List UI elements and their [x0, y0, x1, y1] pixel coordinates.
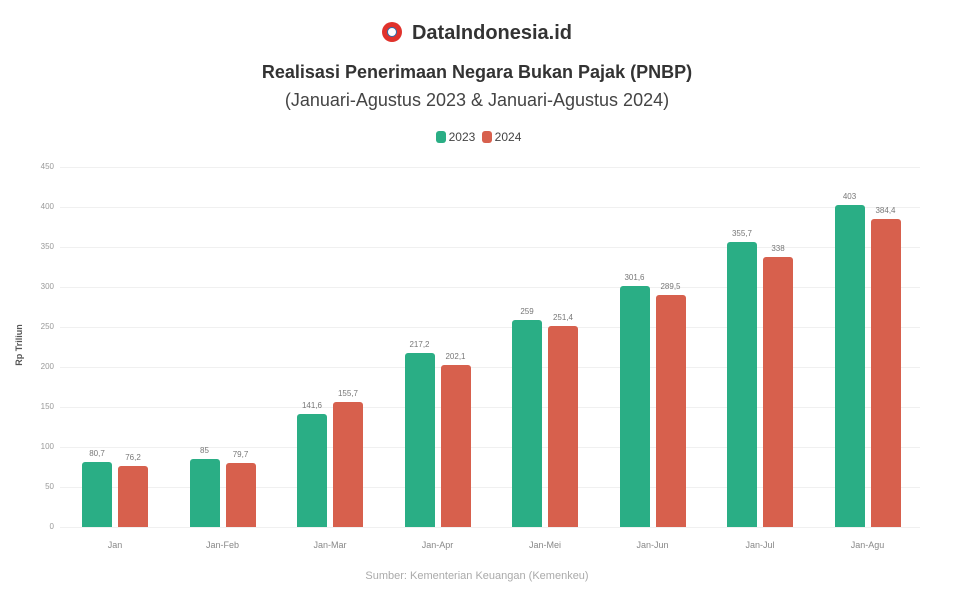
bar-2023: [297, 413, 327, 527]
gridline: [60, 407, 920, 408]
gridline: [60, 527, 920, 528]
gridline: [60, 327, 920, 328]
bar-2024: [763, 256, 793, 527]
value-label: 259: [520, 306, 534, 316]
y-tick-label: 300: [40, 282, 54, 291]
value-label: 338: [771, 243, 785, 253]
x-tick-label: Jan-Apr: [421, 540, 454, 550]
value-label: 403: [842, 191, 857, 201]
x-tick-label: Jan-Mei: [528, 540, 561, 550]
bar-2023: [404, 353, 435, 527]
value-label: 301,6: [624, 272, 645, 282]
bar-2024: [655, 295, 686, 527]
value-label: 155,7: [337, 389, 359, 399]
y-tick-label: 50: [45, 482, 54, 491]
bar-2023: [727, 242, 757, 527]
legend-label-2024: 2024: [494, 130, 522, 144]
x-tick-label: Jan-Agu: [850, 540, 885, 550]
x-tick-label: Jan-Jun: [636, 540, 669, 550]
value-label: 251,4: [552, 312, 574, 322]
gridline: [60, 287, 920, 288]
x-tick-label: Jan: [107, 540, 123, 550]
value-label: 76,2: [125, 453, 141, 463]
gridline: [60, 447, 920, 448]
bar-2024: [225, 463, 256, 527]
brand: DataIndonesia.id: [0, 22, 954, 45]
brand-name: DataIndonesia.id: [411, 22, 573, 44]
legend-label-2023: 2023: [448, 130, 476, 144]
x-tick-label: Jan-Mar: [313, 540, 347, 550]
gridline: [60, 367, 920, 368]
gridline: [60, 487, 920, 488]
value-label: 202,1: [445, 352, 466, 362]
value-label: 141,6: [301, 400, 323, 410]
y-tick-label: 400: [40, 202, 54, 211]
legend-swatch-2023: [435, 131, 446, 143]
bar-2024: [333, 402, 363, 527]
bar-2024: [870, 219, 901, 527]
value-label: 355,7: [731, 229, 753, 239]
bar-2023: [189, 459, 220, 527]
y-tick-label: 350: [40, 242, 54, 251]
bar-2024: [548, 325, 578, 527]
source-note: Sumber: Kementerian Keuangan (Kemenkeu): [365, 570, 589, 582]
gridline: [60, 167, 920, 168]
gridline: [60, 247, 920, 248]
x-tick-label: Jan-Jul: [745, 540, 775, 550]
magnifier-logo-icon: [381, 22, 402, 42]
y-tick-label: 150: [40, 402, 54, 411]
bar-2023: [82, 462, 112, 527]
chart-title: Realisasi Penerimaan Negara Bukan Pajak …: [261, 62, 693, 82]
y-tick-label: 200: [40, 362, 54, 371]
chart-subtitle: (Januari-Agustus 2023 & Januari-Agustus …: [284, 90, 670, 110]
bar-2024: [440, 365, 471, 527]
value-label: 217,2: [409, 340, 430, 350]
value-label: 79,7: [232, 450, 249, 460]
y-tick-label: 250: [40, 322, 54, 331]
value-label: 80,7: [89, 449, 105, 459]
bar-2023: [512, 319, 542, 527]
y-tick-label: 0: [49, 522, 54, 531]
bar-2023: [619, 285, 650, 527]
y-tick-label: 450: [40, 162, 54, 171]
gridline: [60, 207, 920, 208]
legend-swatch-2024: [481, 131, 492, 143]
x-tick-label: Jan-Feb: [205, 540, 240, 550]
value-label: 384,4: [875, 206, 896, 216]
y-tick-label: 100: [40, 442, 54, 451]
value-label: 289,5: [660, 282, 681, 292]
legend: 2023 2024: [0, 130, 954, 144]
bar-2024: [118, 466, 148, 527]
bar-2023: [834, 204, 865, 527]
value-label: 85: [200, 446, 209, 455]
